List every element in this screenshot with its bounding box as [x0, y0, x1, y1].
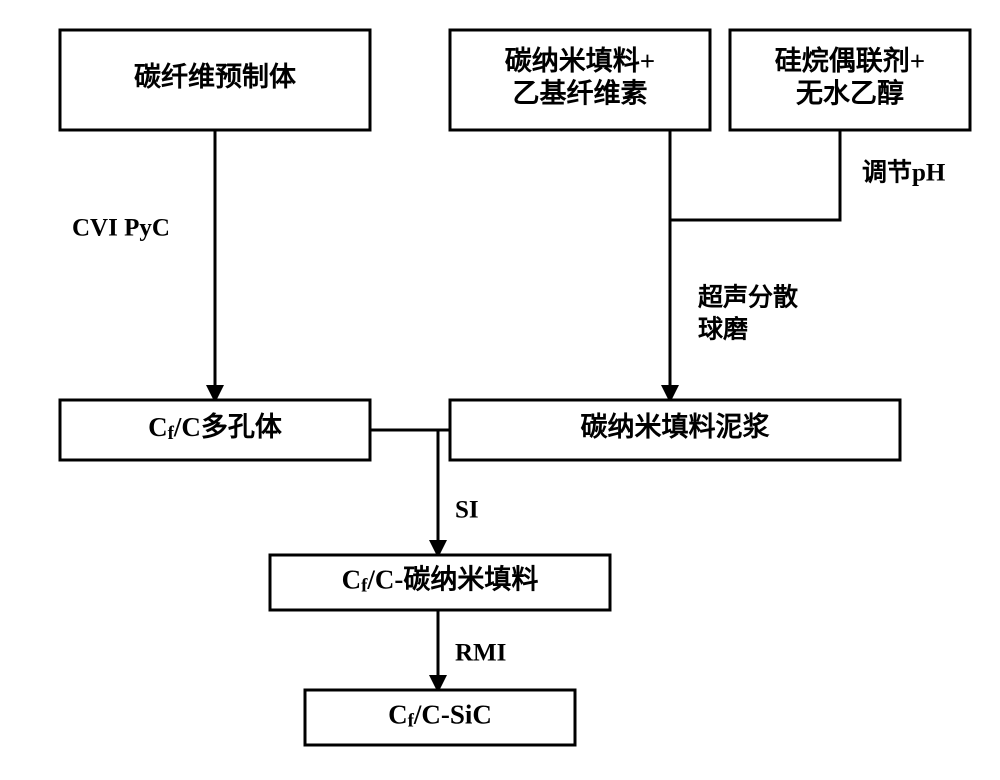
- edge-label: 调节pH: [862, 158, 946, 187]
- node-label: Cf/C-SiC: [388, 700, 492, 732]
- flowchart-node: Cf/C多孔体: [60, 400, 370, 460]
- edge-label: CVI PyC: [72, 215, 170, 242]
- flowchart-node: 碳纳米填料泥浆: [450, 400, 900, 460]
- edge-label: 球磨: [698, 316, 748, 344]
- flowchart-node: 碳纤维预制体: [60, 30, 370, 130]
- edge-label: SI: [455, 497, 479, 524]
- node-label: 硅烷偶联剂+: [775, 45, 925, 76]
- node-label: 无水乙醇: [796, 77, 904, 108]
- flowchart-canvas: CVI PyC调节pH超声分散球磨SIRMI碳纤维预制体碳纳米填料+乙基纤维素硅…: [0, 0, 1000, 780]
- node-label: 碳纤维预制体: [134, 62, 297, 92]
- flowchart-node: 碳纳米填料+乙基纤维素: [450, 30, 710, 130]
- edge-label: RMI: [455, 640, 506, 667]
- edge-label: 超声分散: [698, 283, 798, 312]
- flowchart-edge: [670, 130, 840, 220]
- flowchart-node: Cf/C-碳纳米填料: [270, 555, 610, 610]
- flowchart-node: 硅烷偶联剂+无水乙醇: [730, 30, 970, 130]
- node-label: 碳纳米填料+: [505, 45, 655, 76]
- flowchart-node: Cf/C-SiC: [305, 690, 575, 745]
- node-label: Cf/C-碳纳米填料: [342, 564, 539, 597]
- node-label: 乙基纤维素: [513, 78, 648, 108]
- node-label: 碳纳米填料泥浆: [581, 411, 771, 442]
